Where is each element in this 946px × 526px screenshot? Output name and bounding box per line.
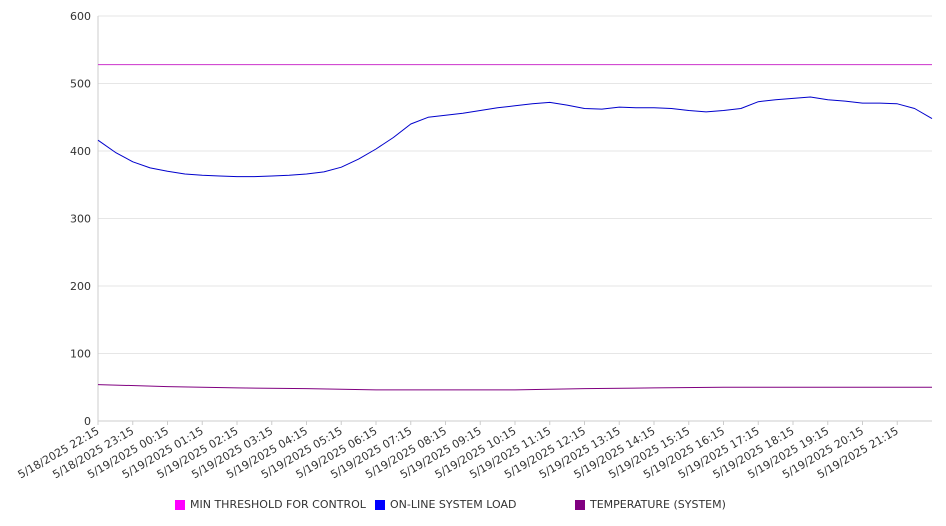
series-line-2	[97, 96, 933, 178]
y-tick-label: 200	[70, 280, 91, 293]
legend: MIN THRESHOLD FOR CONTROL ON-LINE SYSTEM …	[0, 496, 946, 516]
y-tick-label: 300	[70, 213, 91, 226]
legend-item: MIN THRESHOLD FOR CONTROL	[175, 498, 366, 511]
legend-item: ON-LINE SYSTEM LOAD	[375, 498, 516, 511]
gridlines	[98, 15, 932, 354]
legend-label: MIN THRESHOLD FOR CONTROL	[190, 498, 366, 511]
y-tick-label: 100	[70, 348, 91, 361]
series-line-3	[97, 384, 932, 391]
y-tick-label: 500	[70, 78, 91, 91]
x-tick-labels: 5/18/2025 22:155/18/2025 23:155/19/2025 …	[16, 424, 901, 481]
legend-label: TEMPERATURE (SYSTEM)	[590, 498, 726, 511]
y-tick-label: 400	[70, 145, 91, 158]
legend-swatch	[575, 499, 585, 510]
legend-label: ON-LINE SYSTEM LOAD	[390, 498, 517, 511]
y-tick-label: 600	[70, 10, 91, 23]
y-tick-labels: 0 100 200 300 400 500 600	[70, 10, 91, 428]
axes	[97, 16, 932, 425]
series-lines	[97, 64, 933, 391]
legend-swatch	[375, 499, 385, 510]
y-tick-label: 0	[84, 415, 91, 428]
legend-item: TEMPERATURE (SYSTEM)	[575, 498, 726, 511]
legend-swatch	[175, 499, 185, 510]
